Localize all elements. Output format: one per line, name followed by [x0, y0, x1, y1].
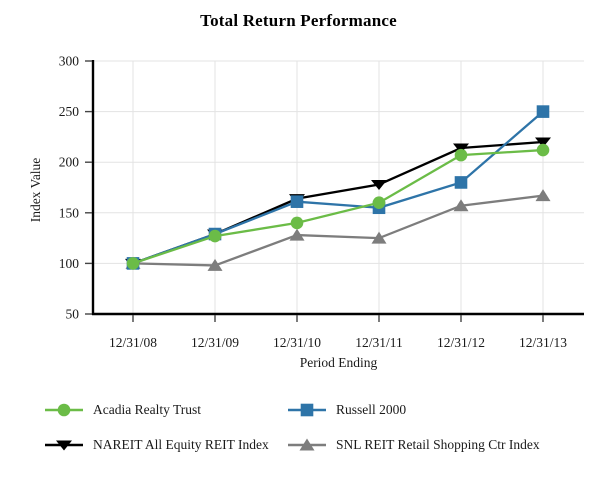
svg-text:100: 100 — [59, 256, 80, 271]
legend-item-russell-2000: Russell 2000 — [287, 401, 406, 419]
chart-title: Total Return Performance — [200, 11, 397, 30]
svg-text:12/31/13: 12/31/13 — [519, 335, 567, 350]
svg-text:200: 200 — [59, 155, 80, 170]
legend-label: SNL REIT Retail Shopping Ctr Index — [336, 437, 540, 452]
svg-text:250: 250 — [59, 104, 80, 119]
triangle-down-marker-icon — [45, 440, 83, 451]
y-axis-title: Index Value — [28, 157, 43, 223]
svg-text:12/31/09: 12/31/09 — [191, 335, 239, 350]
legend-item-nareit-all-equity-reit-index: NAREIT All Equity REIT Index — [44, 436, 269, 454]
svg-text:12/31/10: 12/31/10 — [273, 335, 321, 350]
circle-marker-icon — [45, 403, 83, 417]
x-axis-title: Period Ending — [299, 355, 378, 370]
series-snl-reit-retail-shopping-ctr-index — [125, 189, 551, 271]
svg-text:50: 50 — [66, 307, 80, 322]
legend-label: Acadia Realty Trust — [93, 402, 201, 417]
svg-text:150: 150 — [59, 205, 80, 220]
legend-label: NAREIT All Equity REIT Index — [93, 437, 269, 452]
legend-label: Russell 2000 — [336, 402, 407, 417]
svg-text:12/31/08: 12/31/08 — [109, 335, 157, 350]
svg-text:12/31/12: 12/31/12 — [437, 335, 485, 350]
svg-text:300: 300 — [59, 54, 80, 69]
svg-text:12/31/11: 12/31/11 — [355, 335, 403, 350]
square-marker-icon — [288, 403, 326, 417]
line-chart-plot: 50 100 150 200 250 300 12/31/08 12/31/09 12/31/1… — [59, 54, 584, 350]
legend-item-snl-reit-retail-shopping-ctr-index: SNL REIT Retail Shopping Ctr Index — [287, 436, 540, 454]
series-acadia-realty-trust — [126, 143, 550, 270]
triangle-up-marker-icon — [288, 438, 326, 451]
legend-item-acadia-realty-trust: Acadia Realty Trust — [44, 401, 201, 419]
